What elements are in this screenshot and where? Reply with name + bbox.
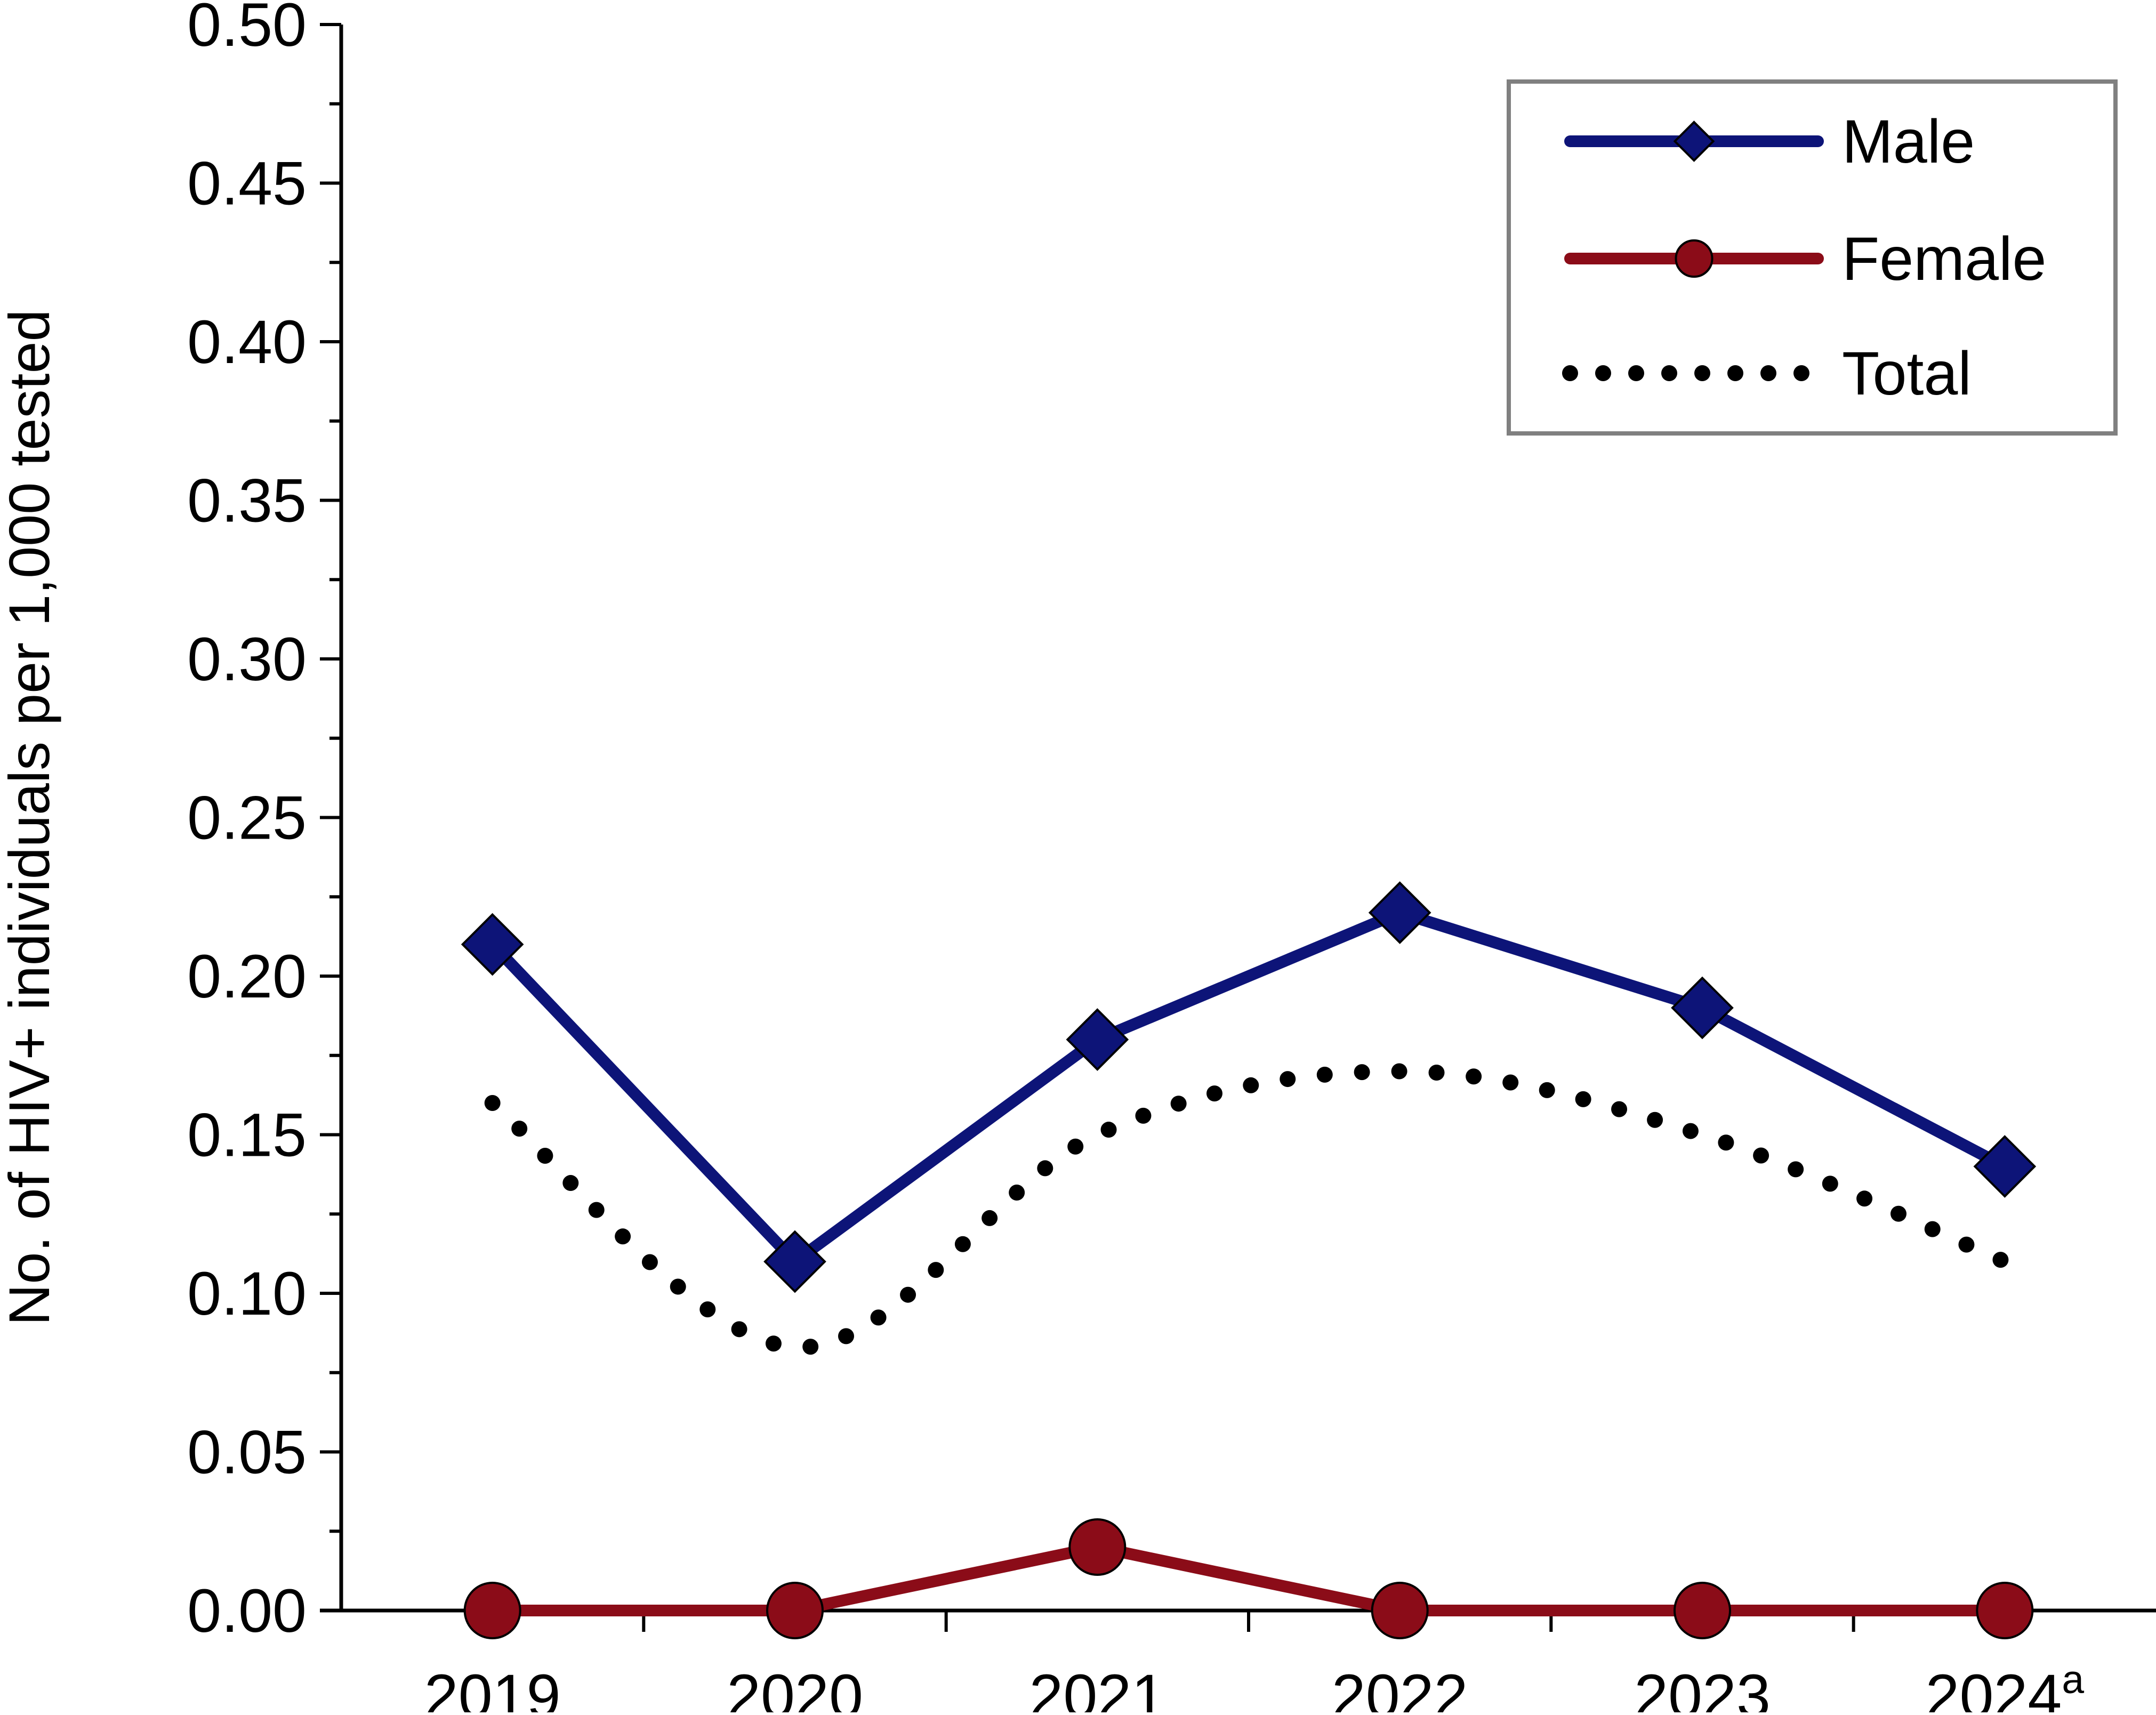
y-tick-label: 0.05 [187, 1419, 307, 1487]
x-tick-label: 2021 [1029, 1662, 1165, 1712]
x-tick-label-text: 2019 [424, 1662, 561, 1712]
data-point-male [1368, 881, 1431, 944]
data-point-female [463, 1582, 521, 1639]
x-tick-label: 2020 [727, 1662, 863, 1712]
series-line-female [492, 1541, 2005, 1616]
data-point-male [1671, 976, 1734, 1040]
y-tick-label: 0.10 [187, 1260, 307, 1328]
y-tick-label: 0.40 [187, 308, 307, 376]
series-layer [461, 881, 2037, 1639]
y-tick-label: 0.25 [187, 784, 307, 852]
series-line-male [488, 907, 2008, 1268]
legend: Male Female Total [1507, 79, 2118, 436]
x-tick-label-text: 2020 [727, 1662, 863, 1712]
data-point-male [763, 1230, 826, 1293]
legend-label-total: Total [1842, 340, 1972, 408]
legend-marker-female [1675, 239, 1713, 278]
y-tick-label: 0.00 [187, 1577, 307, 1645]
data-point-female [766, 1582, 824, 1639]
y-tick-label: 0.15 [187, 1101, 307, 1170]
data-point-female [1674, 1582, 1731, 1639]
x-tick-label: 2022 [1332, 1662, 1468, 1712]
x-tick-label-text: 2024 [1926, 1662, 2062, 1712]
y-tick-label: 0.20 [187, 943, 307, 1011]
x-tick-label: 2024a [1926, 1657, 2085, 1712]
y-tick-label: 0.35 [187, 467, 307, 535]
y-axis-title: No. of HIV+ individuals per 1,000 tested [0, 309, 61, 1325]
data-point-female [1371, 1582, 1429, 1639]
x-tick-label: 2019 [424, 1662, 561, 1712]
data-point-male [1973, 1135, 2037, 1198]
series-male [461, 881, 2037, 1293]
y-tick-label: 0.45 [187, 150, 307, 218]
legend-marker-male [1673, 120, 1715, 162]
x-tick-label-text: 2022 [1332, 1662, 1468, 1712]
x-tick-superscript: a [2062, 1657, 2084, 1702]
x-tick-label: 2023 [1634, 1662, 1771, 1712]
x-tick-label-text: 2021 [1029, 1662, 1165, 1712]
legend-label-male: Male [1842, 108, 1975, 176]
data-point-male [1066, 1008, 1129, 1071]
series-line-total [484, 1063, 2013, 1356]
y-tick-label: 0.50 [187, 0, 307, 59]
x-tick-label-text: 2023 [1634, 1662, 1771, 1712]
series-total [484, 1063, 2013, 1356]
series-female [463, 1518, 2034, 1639]
data-point-female [1976, 1582, 2034, 1639]
y-tick-label: 0.30 [187, 625, 307, 694]
data-point-male [461, 913, 524, 976]
data-point-female [1068, 1518, 1127, 1576]
legend-label-female: Female [1842, 225, 2046, 293]
